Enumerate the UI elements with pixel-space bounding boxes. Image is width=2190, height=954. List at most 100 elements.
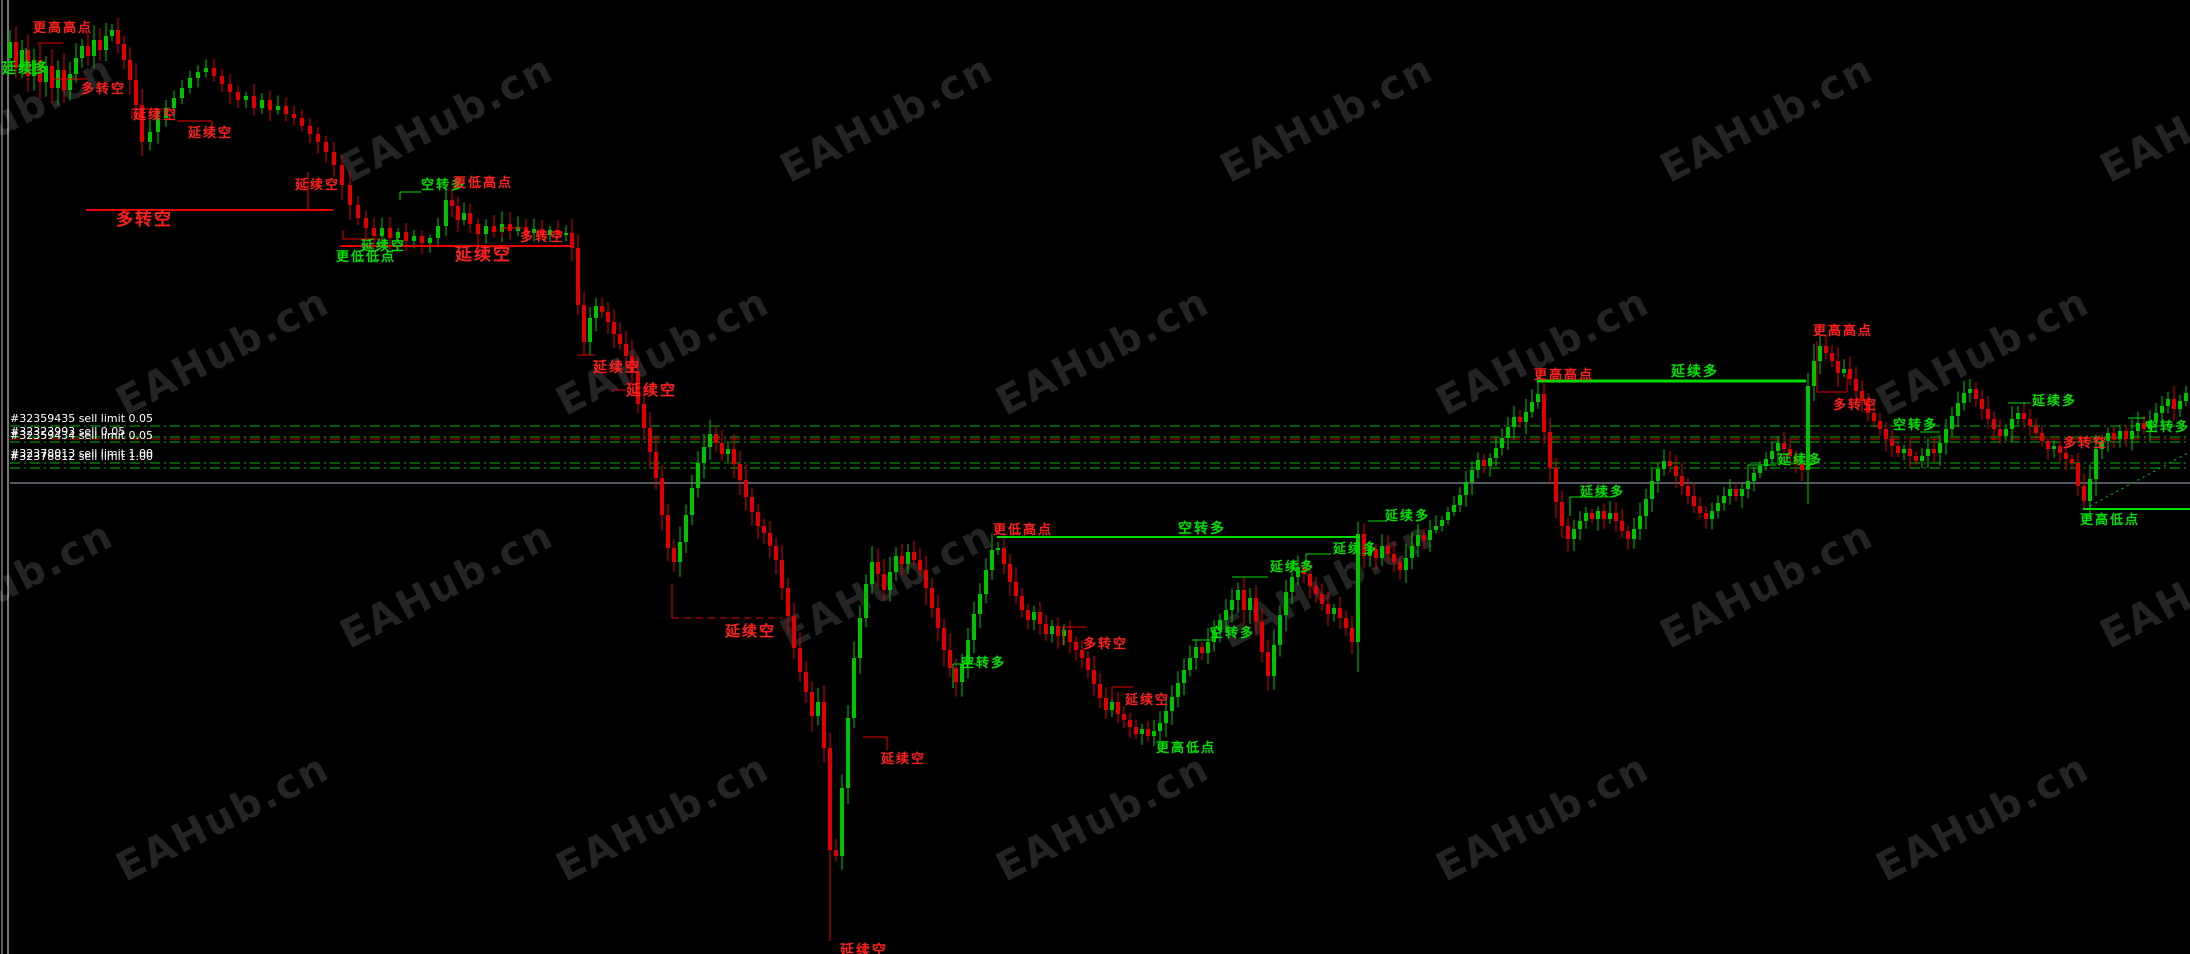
swing-annotation: 更高高点 [1813, 324, 1874, 339]
candle-bear [348, 185, 352, 205]
candle-bull [1632, 529, 1636, 539]
candle-bull [148, 132, 152, 142]
candle-bull [1728, 489, 1732, 496]
candle-bull [1182, 670, 1186, 683]
candle-bull [1464, 482, 1468, 495]
candle-bull [1212, 630, 1216, 642]
candle-bull [1656, 469, 1660, 481]
candle-bear [1734, 489, 1738, 496]
candle-bear [780, 560, 784, 588]
candle-bear [98, 40, 102, 50]
candle-bull [684, 515, 688, 542]
candle-bull [1230, 600, 1234, 610]
candle-bull [412, 236, 416, 241]
candle-bear [1878, 421, 1882, 429]
candle-bear [292, 114, 296, 118]
candle-bear [798, 648, 802, 672]
candle-bear [876, 562, 880, 574]
candle-bear [672, 548, 676, 562]
candle-bull [588, 318, 592, 342]
order-label[interactable]: #32359434 sell limit 0.05 [10, 429, 153, 442]
swing-annotation: 多转空 [81, 82, 127, 97]
candle-bear [450, 200, 454, 206]
candle-bull [1746, 481, 1750, 489]
swing-annotation: 延续空 [593, 360, 641, 376]
candle-bull [1416, 535, 1420, 546]
candle-bull [164, 108, 168, 118]
order-label[interactable]: #32359435 sell limit 0.05 [10, 412, 153, 425]
candle-bull [44, 66, 48, 82]
candle-bull [1140, 729, 1144, 734]
candle-bear [2064, 453, 2068, 459]
candle-bull [1248, 598, 1252, 610]
candle-bear [1896, 446, 1900, 453]
candle-bull [1638, 516, 1642, 529]
candle-bull [1368, 549, 1372, 556]
candle-bear [1392, 554, 1396, 562]
order-label[interactable]: #32378013 sell limit 1.00 [10, 447, 153, 460]
candle-bear [642, 404, 646, 428]
candle-bear [1974, 389, 1978, 399]
candle-bull [1770, 451, 1774, 459]
annotation-line[interactable] [2089, 452, 2189, 507]
candle-bear [1302, 567, 1306, 574]
candle-bear [714, 434, 718, 443]
swing-annotation: 延续空 [725, 622, 777, 640]
candle-bear [1986, 409, 1990, 419]
candle-bear [660, 478, 664, 515]
candle-bull [1512, 417, 1516, 427]
candle-bull [978, 594, 982, 614]
candle-bull [2166, 399, 2170, 406]
candle-bull [436, 226, 440, 238]
candle-bull [1812, 361, 1816, 386]
candle-bull [2016, 413, 2020, 419]
swing-annotation: 延续多 [1671, 364, 1719, 380]
candle-bear [388, 228, 392, 238]
candle-bear [1482, 460, 1486, 466]
candle-bull [1950, 416, 1954, 429]
candle-bear [1518, 417, 1522, 422]
candle-bull [990, 550, 994, 570]
candle-bear [804, 672, 808, 692]
candle-bull [8, 42, 12, 58]
candle-bear [1860, 391, 1864, 401]
candle-bear [1782, 443, 1786, 449]
swing-annotation: 延续多 [2032, 394, 2078, 409]
candle-bear [1398, 562, 1402, 570]
candle-bull [690, 488, 694, 515]
candle-bear [774, 546, 778, 560]
candle-bear [1308, 574, 1312, 586]
candle-bear [1848, 369, 1852, 379]
candle-bear [1074, 642, 1078, 650]
candle-bull [1404, 558, 1408, 570]
candle-bull [1596, 511, 1600, 519]
candle-bull [180, 88, 184, 98]
candle-bear [476, 224, 480, 234]
candle-bull [1470, 470, 1474, 482]
candle-bear [540, 229, 544, 235]
candle-bear [1854, 379, 1858, 391]
candle-bull [870, 562, 874, 584]
candle-bear [1038, 612, 1042, 624]
candle-bear [822, 702, 826, 748]
candle-bear [720, 443, 724, 454]
candle-bear [1350, 628, 1354, 642]
candle-bear [2172, 399, 2176, 409]
swing-annotation: 延续多 [1778, 453, 1824, 468]
candle-bull [80, 46, 84, 58]
order-label[interactable]: #32323993 sell 0.05 [10, 425, 126, 438]
swing-annotation: 延续多 [1333, 542, 1379, 557]
order-label[interactable]: #32378812 sell limit 1.00 [10, 450, 153, 463]
candle-bull [1158, 723, 1162, 731]
candle-bear [1692, 496, 1696, 506]
candle-bull [1434, 526, 1438, 530]
candle-bull [1284, 592, 1288, 615]
candle-bull [2106, 433, 2110, 441]
candle-bull [864, 584, 868, 618]
candle-bull [594, 306, 598, 318]
candle-bull [816, 702, 820, 716]
candle-bull [1290, 577, 1294, 592]
candle-bull [564, 233, 568, 235]
candle-bear [1056, 626, 1060, 636]
